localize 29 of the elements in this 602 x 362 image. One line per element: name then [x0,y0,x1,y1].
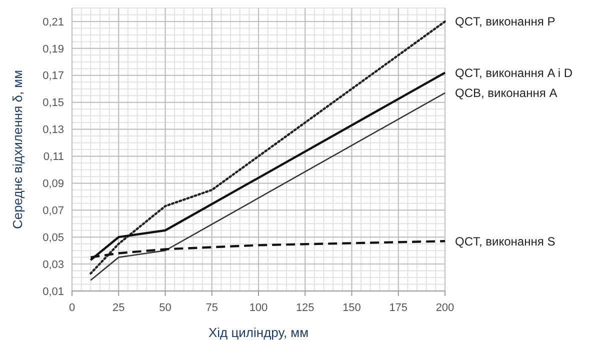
y-axis-title: Середнє відхилення δ, мм [10,70,25,230]
x-tick-label: 75 [206,302,218,314]
y-tick-label: 0,19 [42,43,64,56]
x-tick-label: 150 [342,302,361,314]
y-tick-label: 0,07 [42,204,64,217]
y-tick-label: 0,03 [42,258,64,271]
series-label: QCB, виконання A [455,86,558,100]
x-axis-title: Хід циліндру, мм [208,325,309,340]
line-series [90,20,446,275]
y-tick-label: 0,15 [42,97,64,110]
y-tick-label: 0,01 [42,286,64,298]
line-series [90,92,446,281]
x-tick-label: 0 [68,302,76,314]
x-tick-label: 200 [436,302,454,314]
y-tick-label: 0,05 [42,232,64,244]
x-tick-label: 50 [159,302,172,314]
line-series [90,72,446,262]
x-tick-label: 175 [389,302,408,314]
y-tick-label: 0,09 [42,178,64,190]
x-tick-label: 125 [296,302,314,314]
series-label: QCT, виконання A і D [455,66,573,80]
y-tick-label: 0,13 [42,124,64,136]
y-tick-label: 0,11 [43,151,64,164]
x-tick-label: 100 [249,302,268,314]
x-tick-label: 25 [112,302,125,314]
series-label: QCT, виконання P [455,14,556,29]
series-label: QCT, виконання S [455,234,556,248]
y-tick-label: 0,21 [42,16,64,28]
y-tick-label: 0,17 [42,70,64,82]
